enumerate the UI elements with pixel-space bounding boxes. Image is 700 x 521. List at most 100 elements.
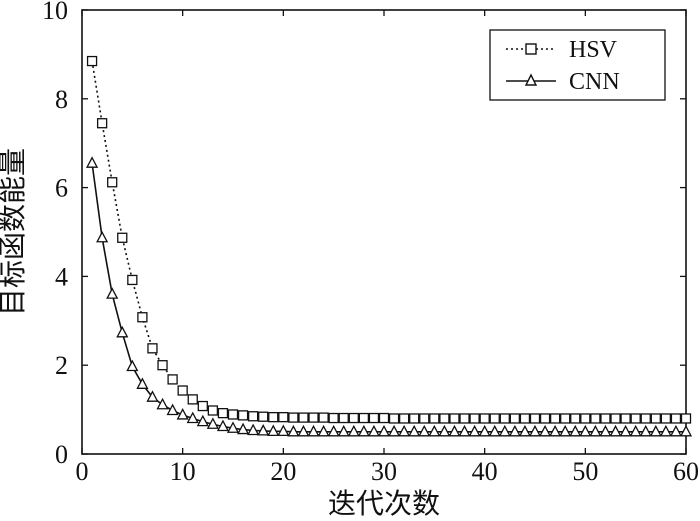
legend-cnn-marker (524, 73, 538, 86)
data-point-cnn (448, 424, 461, 437)
data-point-cnn (126, 359, 139, 372)
data-point-cnn (257, 424, 270, 436)
data-point-cnn (418, 424, 431, 437)
legend-hsv-label: HSV (569, 37, 618, 63)
data-point-cnn (367, 424, 381, 437)
data-point-hsv (328, 412, 339, 424)
data-point-hsv (419, 413, 430, 424)
data-point-cnn (629, 424, 642, 437)
data-point-hsv (117, 232, 128, 243)
data-point-hsv (529, 413, 541, 424)
data-point-hsv (620, 413, 631, 424)
data-point-cnn (659, 424, 672, 437)
data-point-cnn (186, 411, 199, 424)
y-axis-title: 目标函数能量 (0, 148, 29, 316)
data-point-cnn (377, 424, 391, 437)
data-point-cnn (589, 424, 602, 437)
data-point-hsv (580, 413, 591, 424)
data-point-hsv (298, 412, 309, 423)
data-point-cnn (458, 424, 471, 437)
x-tick-label: 40 (472, 457, 498, 486)
data-point-hsv (217, 408, 229, 419)
data-point-hsv (96, 118, 108, 129)
data-point-hsv (600, 413, 611, 424)
legend: HSV CNN (489, 29, 666, 101)
data-point-cnn (166, 403, 179, 416)
data-point-cnn (387, 424, 401, 437)
data-point-hsv (167, 374, 178, 385)
data-point-hsv (177, 385, 188, 396)
data-point-cnn (216, 419, 230, 432)
data-point-cnn (528, 424, 542, 437)
data-point-cnn (679, 424, 693, 437)
y-tick-label: 10 (42, 0, 68, 25)
data-point-hsv (338, 412, 349, 424)
data-point-hsv (680, 413, 692, 424)
data-point-hsv (368, 412, 380, 424)
data-point-hsv (610, 413, 621, 424)
series-hsv (86, 55, 692, 424)
data-point-cnn (347, 424, 360, 437)
data-point-hsv (268, 411, 279, 423)
data-point-cnn (136, 377, 149, 389)
data-point-hsv (157, 360, 168, 371)
data-point-hsv (137, 312, 148, 323)
legend-cnn-label: CNN (569, 69, 620, 95)
data-point-hsv (227, 409, 239, 420)
data-point-cnn (96, 230, 109, 243)
data-point-hsv (409, 413, 420, 424)
series-cnn (85, 156, 693, 437)
data-point-hsv (378, 412, 390, 424)
data-point-cnn (85, 156, 99, 168)
data-point-cnn (337, 424, 350, 437)
data-point-hsv (207, 405, 219, 416)
data-point-cnn (176, 408, 189, 420)
data-point-cnn (428, 424, 441, 437)
legend-hsv-marker (525, 43, 537, 55)
data-point-cnn (599, 424, 612, 437)
data-point-hsv (560, 413, 571, 424)
data-point-cnn (236, 422, 250, 435)
data-point-cnn (468, 424, 481, 437)
data-point-cnn (196, 414, 209, 427)
data-point-hsv (630, 413, 641, 424)
data-point-hsv (449, 413, 460, 424)
data-point-cnn (609, 424, 622, 437)
data-point-hsv (670, 413, 682, 424)
data-point-hsv (590, 413, 601, 424)
data-point-cnn (106, 287, 119, 299)
data-point-hsv (479, 413, 490, 424)
y-tick-label: 6 (55, 174, 68, 203)
data-point-cnn (488, 424, 501, 437)
data-point-hsv (429, 413, 440, 424)
data-point-hsv (519, 413, 531, 424)
data-point-hsv (570, 413, 581, 424)
x-tick-label: 30 (371, 457, 397, 486)
data-point-cnn (538, 424, 552, 437)
data-point-hsv (650, 413, 661, 424)
data-point-hsv (348, 412, 359, 424)
x-tick-label: 0 (76, 457, 89, 486)
data-point-cnn (498, 424, 511, 437)
y-tick-label: 8 (55, 85, 68, 114)
data-point-hsv (258, 411, 269, 422)
data-point-cnn (579, 424, 592, 437)
data-point-cnn (277, 424, 290, 437)
data-point-cnn (669, 424, 683, 437)
data-point-cnn (267, 424, 280, 437)
x-tick-label: 60 (673, 457, 699, 486)
data-point-hsv (147, 343, 158, 354)
data-point-cnn (287, 424, 300, 437)
legend-box (489, 29, 666, 101)
data-point-cnn (478, 424, 491, 437)
data-point-cnn (649, 424, 662, 437)
x-tick-label: 20 (270, 457, 296, 486)
axis-ticks: 0 10 20 30 40 50 60 0 2 4 6 8 10 (42, 0, 699, 486)
data-point-cnn (146, 390, 159, 402)
data-point-hsv (489, 413, 500, 424)
data-point-cnn (518, 424, 532, 437)
data-point-hsv (469, 413, 480, 424)
data-point-hsv (237, 410, 249, 421)
data-point-cnn (116, 325, 129, 338)
